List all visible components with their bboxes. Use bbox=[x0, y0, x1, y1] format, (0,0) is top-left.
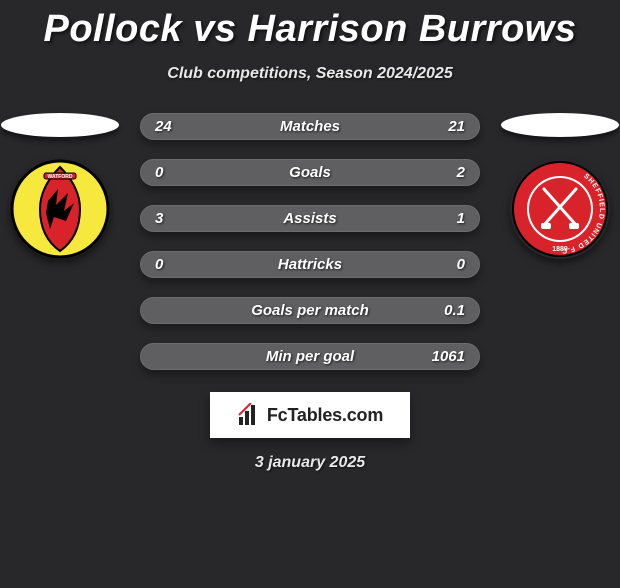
svg-text:WATFORD: WATFORD bbox=[48, 174, 73, 180]
brand-text: FcTables.com bbox=[267, 405, 383, 426]
club-left: WATFORD bbox=[0, 113, 120, 259]
stat-label: Assists bbox=[141, 210, 479, 227]
stat-left-value: 24 bbox=[155, 118, 172, 135]
stat-label: Min per goal bbox=[141, 348, 479, 365]
date: 3 january 2025 bbox=[0, 454, 620, 472]
stat-row-matches: 24 Matches 21 bbox=[140, 113, 480, 140]
stat-label: Hattricks bbox=[141, 256, 479, 273]
sheffield-united-badge-icon: SHEFFIELD UNITED F.C. 1889 bbox=[510, 159, 610, 259]
stat-row-hattricks: 0 Hattricks 0 bbox=[140, 251, 480, 278]
club-badge-left: WATFORD bbox=[10, 159, 110, 259]
comparison-content: WATFORD SHEFFIELD bbox=[0, 113, 620, 472]
stat-label: Matches bbox=[141, 118, 479, 135]
stat-left-value: 3 bbox=[155, 210, 163, 227]
stat-row-min-per-goal: Min per goal 1061 bbox=[140, 343, 480, 370]
stat-right-value: 1 bbox=[457, 210, 465, 227]
watford-badge-icon: WATFORD bbox=[10, 159, 110, 259]
stat-label: Goals bbox=[141, 164, 479, 181]
stat-row-goals: 0 Goals 2 bbox=[140, 159, 480, 186]
stat-left-value: 0 bbox=[155, 164, 163, 181]
stats-list: 24 Matches 21 0 Goals 2 3 Assists 1 0 Ha… bbox=[140, 113, 480, 370]
stat-right-value: 0 bbox=[457, 256, 465, 273]
page-title: Pollock vs Harrison Burrows bbox=[0, 8, 620, 51]
stat-right-value: 0.1 bbox=[444, 302, 465, 319]
stat-row-assists: 3 Assists 1 bbox=[140, 205, 480, 232]
stat-left-value: 0 bbox=[155, 256, 163, 273]
stat-right-value: 1061 bbox=[432, 348, 465, 365]
stat-right-value: 21 bbox=[448, 118, 465, 135]
stat-row-goals-per-match: Goals per match 0.1 bbox=[140, 297, 480, 324]
svg-text:1889: 1889 bbox=[552, 246, 568, 253]
player-disc-right bbox=[501, 113, 619, 137]
brand-footer[interactable]: FcTables.com bbox=[210, 392, 410, 438]
club-right: SHEFFIELD UNITED F.C. 1889 bbox=[500, 113, 620, 259]
stat-right-value: 2 bbox=[457, 164, 465, 181]
player-disc-left bbox=[1, 113, 119, 137]
subtitle: Club competitions, Season 2024/2025 bbox=[0, 65, 620, 83]
club-badge-right: SHEFFIELD UNITED F.C. 1889 bbox=[510, 159, 610, 259]
bar-chart-icon bbox=[237, 403, 261, 427]
stat-label: Goals per match bbox=[141, 302, 479, 319]
